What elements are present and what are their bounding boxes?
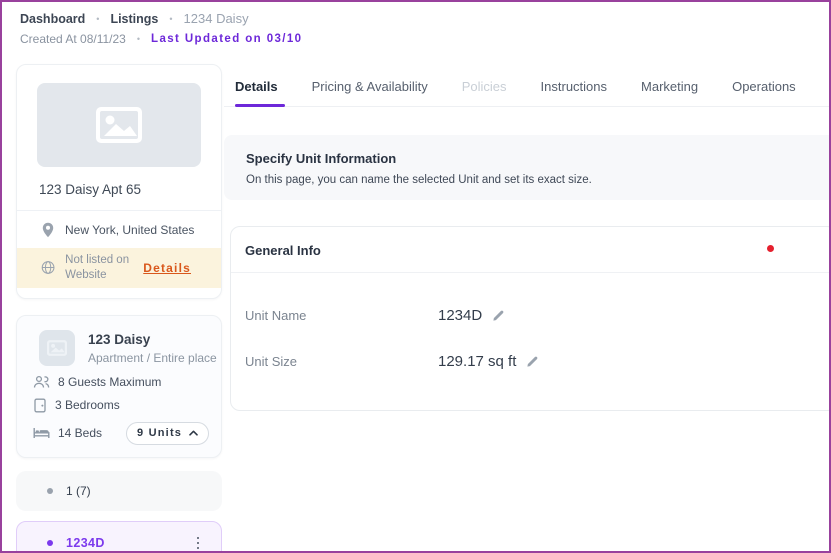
listing-meta: Created At 08/11/23 • Last Updated on 03… xyxy=(20,32,829,46)
pencil-icon xyxy=(527,356,538,367)
tab-policies: Policies xyxy=(461,79,507,94)
globe-icon xyxy=(41,261,55,275)
unit-dot-icon xyxy=(47,539,53,546)
unit-label: 1234D xyxy=(66,535,105,550)
breadcrumb-dashboard[interactable]: Dashboard xyxy=(20,11,86,26)
breadcrumb-separator: • xyxy=(169,13,173,24)
location-pin-icon xyxy=(42,222,54,238)
beds-label: 14 Beds xyxy=(58,426,103,441)
not-listed-text: Not listed on Website xyxy=(65,254,130,281)
property-type: Apartment / Entire place xyxy=(88,350,217,365)
listing-location: New York, United States xyxy=(65,223,195,237)
photo-icon xyxy=(47,340,67,356)
bedrooms-row: 3 Bedrooms xyxy=(33,398,221,413)
divider xyxy=(17,210,221,211)
unit-name-value: 1234D xyxy=(438,307,483,324)
unit-menu-kebab-icon[interactable] xyxy=(193,533,204,551)
main-content: Details Pricing & Availability Policies … xyxy=(224,46,829,411)
details-link[interactable]: Details xyxy=(143,260,191,275)
property-card: 123 Daisy Apartment / Entire place 8 Gue… xyxy=(16,314,222,458)
property-header: 123 Daisy Apartment / Entire place xyxy=(17,329,221,366)
banner-title: Specify Unit Information xyxy=(246,151,397,166)
alert-dot-icon xyxy=(767,245,774,252)
last-updated-text: Last Updated on 03/10 xyxy=(151,33,303,45)
tab-instructions[interactable]: Instructions xyxy=(540,79,608,94)
property-thumb xyxy=(39,329,75,366)
tab-details[interactable]: Details xyxy=(235,79,285,107)
specify-unit-banner: Specify Unit Information On this page, y… xyxy=(224,135,829,200)
listing-title: 123 Daisy Apt 65 xyxy=(39,182,142,197)
breadcrumb-listings[interactable]: Listings xyxy=(110,11,159,26)
banner-subtitle: On this page, you can name the selected … xyxy=(246,174,592,186)
page-header: Dashboard • Listings • 1234 Daisy Create… xyxy=(2,2,829,46)
bedroom-door-icon xyxy=(34,398,46,413)
not-listed-banner: Not listed on Website Details xyxy=(17,248,221,288)
meta-separator: • xyxy=(136,34,141,44)
pencil-icon xyxy=(493,310,504,321)
listing-sidebar: 123 Daisy Apt 65 New York, United States xyxy=(16,46,222,551)
guests-row: 8 Guests Maximum xyxy=(33,375,221,389)
edit-unit-name-button[interactable] xyxy=(492,309,505,322)
listing-photo-placeholder xyxy=(37,83,201,167)
tab-operations[interactable]: Operations xyxy=(732,79,796,94)
tab-bar: Details Pricing & Availability Policies … xyxy=(224,46,829,107)
guests-label: 8 Guests Maximum xyxy=(58,374,162,389)
unit-label: 1 (7) xyxy=(66,483,91,498)
unit-dot-icon xyxy=(47,487,53,494)
unit-size-value: 129.17 sq ft xyxy=(438,353,517,370)
breadcrumb-separator: • xyxy=(96,13,100,24)
general-info-card: General Info Unit Name 1234D xyxy=(230,226,829,411)
unit-size-row: Unit Size 129.17 sq ft xyxy=(245,353,829,370)
breadcrumb-current: 1234 Daisy xyxy=(183,11,249,26)
unit-list-item-selected[interactable]: 1234D xyxy=(16,520,222,551)
breadcrumb: Dashboard • Listings • 1234 Daisy xyxy=(20,11,829,26)
units-toggle-label: 9 Units xyxy=(137,427,183,440)
property-name: 123 Daisy xyxy=(88,331,151,347)
beds-row: 14 Beds 9 Units xyxy=(33,421,221,445)
tab-pricing-availability[interactable]: Pricing & Availability xyxy=(311,79,428,94)
unit-size-label: Unit Size xyxy=(245,354,298,369)
listing-summary-card: 123 Daisy Apt 65 New York, United States xyxy=(16,64,222,299)
chevron-up-icon xyxy=(189,430,198,436)
beds-icon xyxy=(33,428,50,439)
guests-icon xyxy=(33,375,50,388)
photo-icon xyxy=(96,107,142,143)
unit-name-label: Unit Name xyxy=(245,308,307,323)
listing-location-row: New York, United States xyxy=(17,211,221,247)
general-info-title: General Info xyxy=(245,243,321,258)
edit-unit-size-button[interactable] xyxy=(526,355,539,368)
created-at-text: Created At 08/11/23 xyxy=(20,32,126,46)
unit-list-item[interactable]: 1 (7) xyxy=(16,470,222,511)
unit-name-row: Unit Name 1234D xyxy=(245,307,829,324)
units-toggle-button[interactable]: 9 Units xyxy=(126,421,210,445)
tab-marketing[interactable]: Marketing xyxy=(641,79,699,94)
bedrooms-label: 3 Bedrooms xyxy=(55,398,120,413)
